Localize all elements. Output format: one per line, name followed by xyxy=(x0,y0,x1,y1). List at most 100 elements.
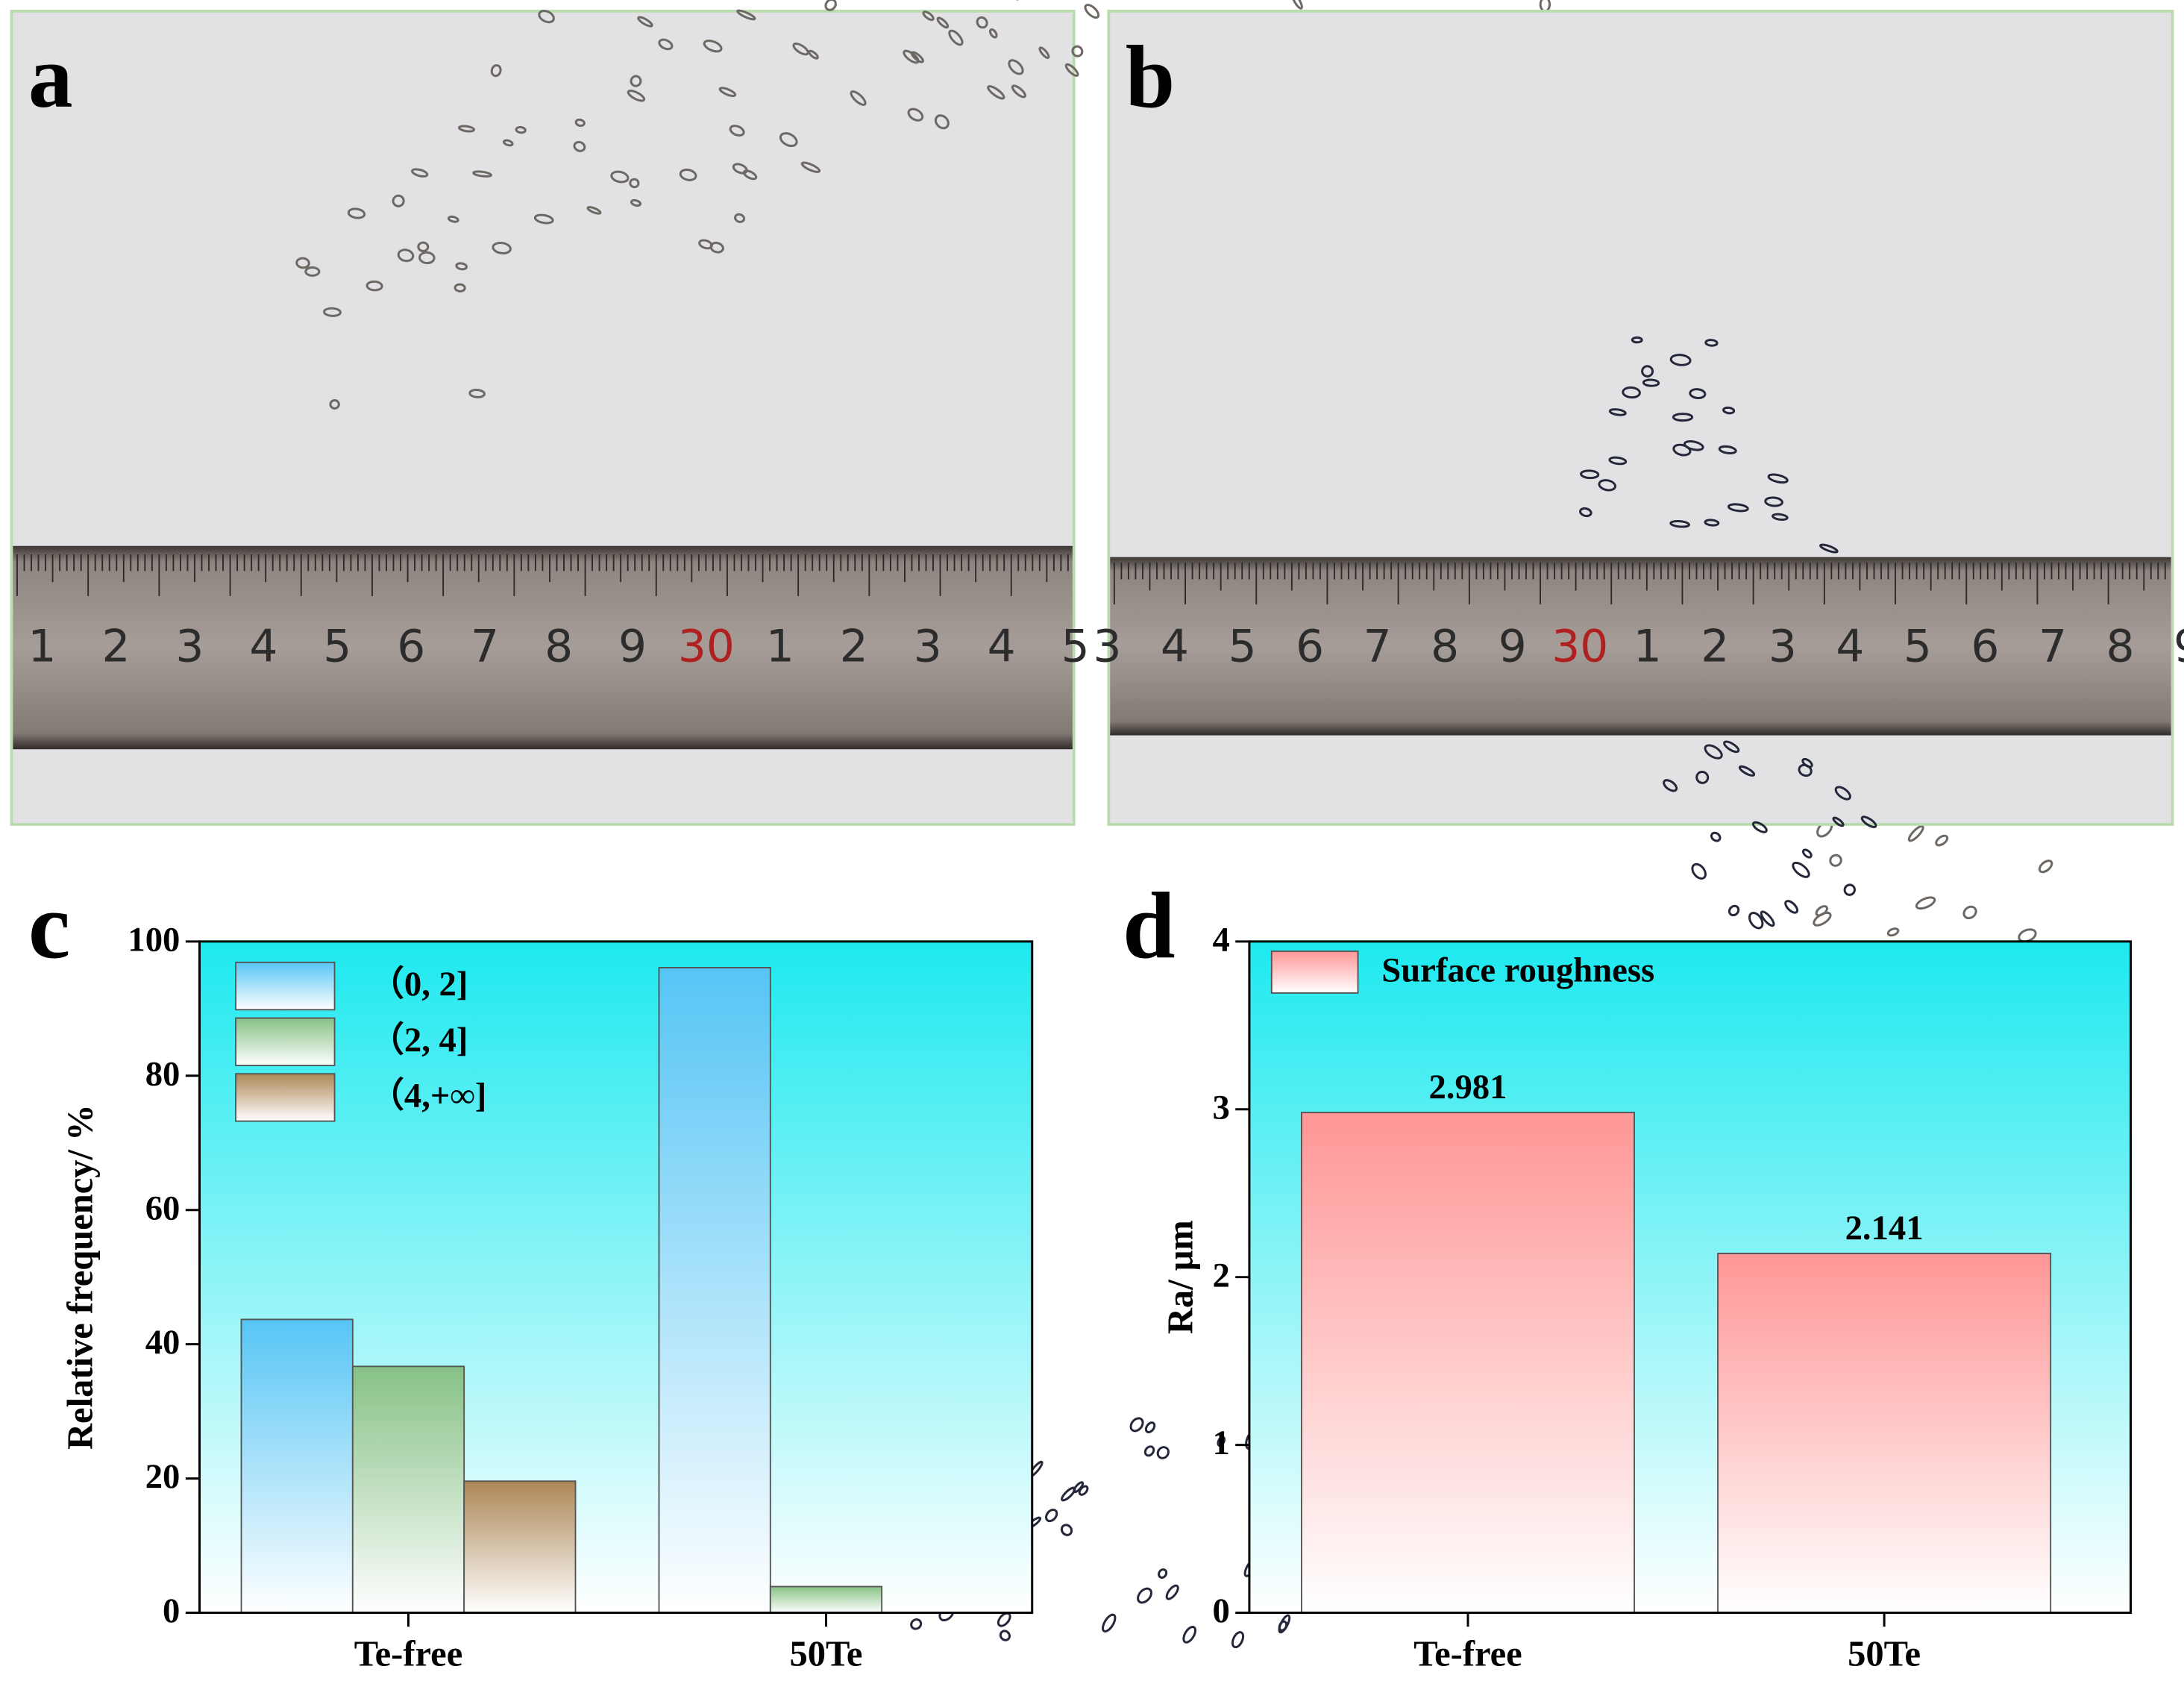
ruler-label: 6 xyxy=(1971,621,1999,672)
chip xyxy=(365,280,383,292)
chip xyxy=(1038,46,1050,60)
legend-swatch xyxy=(235,961,336,1011)
chip xyxy=(1641,365,1654,378)
chip xyxy=(574,118,586,128)
legend-swatch xyxy=(235,1017,336,1066)
bar xyxy=(240,1318,354,1614)
ruler-label: 5 xyxy=(1904,621,1932,672)
chip xyxy=(629,178,640,189)
ruler-label: 3 xyxy=(1093,621,1122,672)
chip xyxy=(1792,861,1810,878)
chip xyxy=(411,168,429,178)
chip xyxy=(1129,1417,1144,1433)
ruler-label: 5 xyxy=(1228,621,1257,672)
chip xyxy=(1608,456,1628,466)
chip xyxy=(658,38,674,51)
ruler-label: 4 xyxy=(1836,621,1864,672)
chip xyxy=(1772,513,1789,522)
chip xyxy=(903,49,920,64)
x-tick-label: Te-free xyxy=(354,1634,462,1674)
chip xyxy=(1622,386,1641,399)
y-tick-label: 3 xyxy=(1212,1088,1229,1127)
chip xyxy=(455,262,468,271)
chip xyxy=(454,283,466,292)
chip xyxy=(1631,336,1643,344)
chip xyxy=(976,16,988,29)
chip xyxy=(1642,378,1660,387)
ruler-label: 1 xyxy=(1634,621,1662,672)
ruler-label: 4 xyxy=(249,621,277,672)
chip xyxy=(997,1612,1011,1627)
ruler-label: 1 xyxy=(28,621,57,672)
x-tick-label: Te-free xyxy=(1413,1634,1522,1674)
chip xyxy=(1832,816,1845,827)
chip xyxy=(1045,1509,1058,1523)
ruler-label: 2 xyxy=(102,621,131,672)
chip xyxy=(295,257,310,269)
chip xyxy=(1802,848,1813,859)
ruler-label: 8 xyxy=(1431,621,1459,672)
chip xyxy=(1608,408,1627,416)
chip xyxy=(779,132,798,148)
chip xyxy=(1829,854,1842,867)
bar xyxy=(1300,1112,1635,1614)
x-tick-label: 50Te xyxy=(1848,1634,1921,1674)
bar xyxy=(1717,1253,2052,1614)
y-tick-label: 2 xyxy=(1212,1256,1229,1295)
chip xyxy=(586,206,602,215)
chip xyxy=(1008,59,1024,75)
chip xyxy=(1143,1445,1155,1457)
chip xyxy=(492,241,512,254)
ruler-label: 3 xyxy=(175,621,204,672)
chip xyxy=(1165,1584,1179,1600)
chip xyxy=(709,242,724,254)
chip xyxy=(824,0,837,11)
chip xyxy=(1689,388,1707,399)
chip xyxy=(458,125,475,133)
chip xyxy=(637,16,653,28)
panel-label: b xyxy=(1126,28,1175,126)
chip xyxy=(1767,473,1789,484)
chip xyxy=(1860,816,1877,828)
chip xyxy=(1071,45,1084,57)
chip xyxy=(447,215,459,223)
chip xyxy=(1704,339,1719,347)
chip xyxy=(907,107,924,122)
chip xyxy=(329,399,340,410)
panel-label: d xyxy=(1123,874,1176,978)
chip xyxy=(1723,740,1740,754)
chip xyxy=(792,43,809,56)
chip xyxy=(1935,834,1949,847)
chip xyxy=(397,248,415,263)
chip xyxy=(948,29,964,46)
chip xyxy=(703,40,723,53)
chip xyxy=(468,389,486,398)
chip xyxy=(538,10,555,24)
chip xyxy=(936,16,950,29)
ruler-label: 9 xyxy=(618,621,647,672)
chip xyxy=(1764,496,1783,507)
chip xyxy=(1695,770,1710,784)
chip xyxy=(1798,763,1813,777)
ruler-label: 30 xyxy=(1551,621,1608,672)
chip xyxy=(1007,0,1020,1)
chip xyxy=(630,198,641,207)
chip xyxy=(1843,883,1856,896)
chip xyxy=(1158,1568,1168,1579)
chip xyxy=(533,213,554,225)
chip xyxy=(418,251,436,265)
ruler xyxy=(13,545,1073,750)
chip xyxy=(1684,440,1704,451)
chip xyxy=(417,241,430,253)
chip xyxy=(1102,1613,1117,1633)
y-axis-label: Ra/ μm xyxy=(1161,1220,1200,1334)
ruler-label: 4 xyxy=(1161,621,1189,672)
bar xyxy=(658,966,771,1614)
chip xyxy=(1722,406,1736,415)
chip xyxy=(999,1630,1011,1641)
ruler-label: 3 xyxy=(914,621,942,672)
ruler-label: 6 xyxy=(397,621,425,672)
ruler-label: 2 xyxy=(1701,621,1729,672)
chip xyxy=(1291,0,1303,10)
